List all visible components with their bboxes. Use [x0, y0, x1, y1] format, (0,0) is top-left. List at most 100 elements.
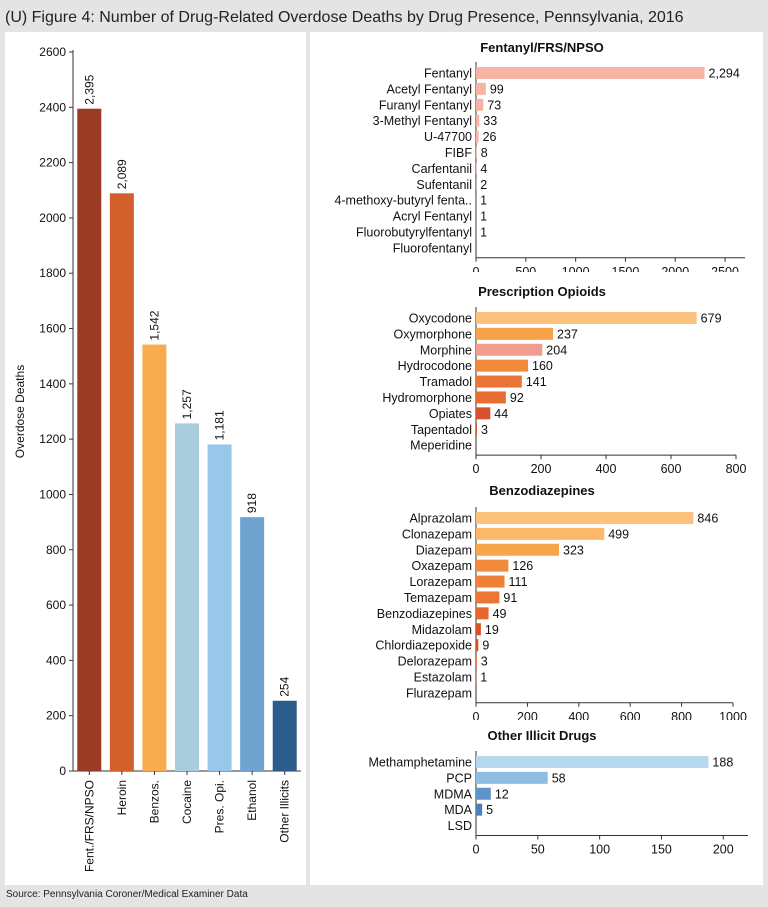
data-label-u-47700: 26 — [483, 130, 497, 144]
bar-other-illicits — [272, 700, 297, 771]
category-label-fluorobutyrylfentanyl: Fluorobutyrylfentanyl — [356, 225, 472, 239]
y-tick-label: 2400 — [39, 100, 66, 114]
category-label-lorazepam: Lorazepam — [409, 575, 472, 589]
data-label-benzos: 1,542 — [147, 310, 161, 340]
category-label-flurazepam: Flurazepam — [406, 686, 472, 700]
data-label-cocaine: 1,257 — [180, 389, 194, 419]
x-tick-label: 800 — [726, 462, 747, 476]
category-label-tramadol: Tramadol — [420, 375, 472, 389]
data-label-hydromorphone: 92 — [510, 391, 524, 405]
x-tick-label-pres-opi: Pres. Opi. — [213, 780, 227, 833]
bar-cocaine — [175, 423, 199, 771]
data-label-other-illicits: 254 — [278, 676, 292, 696]
bar-fentanyl — [476, 66, 705, 79]
overall-chart-panel: 0 200 400 600 800 1000 1200 1400 1600 1800 2000 220… — [5, 32, 306, 885]
category-label-4-methoxy-butyryl-fenta: 4-methoxy-butyryl fenta.. — [334, 194, 472, 208]
bar-furanyl-fentanyl — [476, 98, 484, 111]
category-label-alprazolam: Alprazolam — [409, 511, 472, 525]
category-label-midazolam: Midazolam — [412, 623, 472, 637]
x-tick-label: 0 — [473, 710, 480, 720]
prescription-opioids-bar-chart: Prescription Opioids Oxycodone 679 Oxymorph… — [382, 284, 747, 476]
category-label-hydrocodone: Hydrocodone — [398, 359, 472, 373]
data-label-tramadol: 141 — [526, 375, 547, 389]
figure-title: (U) Figure 4: Number of Drug-Related Ove… — [5, 9, 684, 26]
category-label-benzodiazepines: Benzodiazepines — [377, 607, 472, 621]
data-label-hydrocodone: 160 — [532, 359, 553, 373]
x-tick-label-other-illicits: Other Illicits — [278, 780, 292, 843]
data-label-mda: 5 — [486, 803, 493, 817]
bar-diazepam — [476, 543, 560, 556]
category-label-pcp: PCP — [446, 771, 472, 785]
category-label-sufentanil: Sufentanil — [416, 178, 472, 192]
x-tick-label: 1500 — [612, 265, 640, 272]
data-label-methamphetamine: 188 — [712, 755, 733, 769]
x-tick-label: 500 — [515, 265, 536, 272]
category-label-mda: MDA — [444, 803, 472, 817]
bar-pcp — [476, 771, 548, 784]
data-label-mdma: 12 — [495, 787, 509, 801]
bar-pres-opi — [207, 444, 232, 771]
category-label-diazepam: Diazepam — [416, 543, 472, 557]
y-tick-label: 800 — [46, 543, 66, 557]
category-label-fentanyl: Fentanyl — [424, 66, 472, 80]
data-label-clonazepam: 499 — [608, 527, 629, 541]
bar-hydrocodone — [476, 359, 528, 372]
y-tick-label: 600 — [46, 598, 66, 612]
category-label-oxazepam: Oxazepam — [412, 559, 472, 573]
data-label-opiates: 44 — [494, 407, 508, 421]
y-tick-label: 2000 — [39, 211, 66, 225]
data-label-estazolam: 1 — [480, 670, 487, 684]
x-tick-label: 600 — [661, 462, 682, 476]
category-label-mdma: MDMA — [434, 787, 473, 801]
category-label-meperidine: Meperidine — [410, 439, 472, 453]
category-label-carfentanil: Carfentanil — [412, 162, 472, 176]
y-tick-label: 1400 — [39, 377, 66, 391]
y-tick-label: 1200 — [39, 432, 66, 446]
data-label-chlordiazepoxide: 9 — [482, 639, 489, 653]
x-tick-label-heroin: Heroin — [115, 780, 129, 815]
bar-3-methyl-fentanyl — [476, 114, 480, 127]
data-label-acryl-fentanyl: 1 — [480, 210, 487, 224]
category-label-oxymorphone: Oxymorphone — [393, 327, 472, 341]
x-tick-label-fent-frs-npso: Fent./FRS/NPSO — [82, 780, 96, 872]
category-label-tapentadol: Tapentadol — [411, 423, 472, 437]
bar-mdma — [476, 787, 491, 800]
y-tick-label: 1600 — [39, 322, 66, 336]
data-label-delorazepam: 3 — [481, 655, 488, 669]
x-tick-label-ethanol: Ethanol — [245, 780, 259, 821]
bar-opiates — [476, 407, 491, 420]
bar-benzodiazepines — [476, 607, 489, 620]
bar-fibf — [476, 146, 477, 159]
x-tick-label: 0 — [473, 462, 480, 476]
bar-hydromorphone — [476, 391, 506, 404]
overall-deaths-bar-chart: 0 200 400 600 800 1000 1200 1400 1600 1800 2000 220… — [13, 45, 301, 872]
data-label-benzodiazepines: 49 — [493, 607, 507, 621]
category-label-delorazepam: Delorazepam — [398, 655, 472, 669]
category-label-furanyl-fentanyl: Furanyl Fentanyl — [379, 98, 472, 112]
bar-tramadol — [476, 375, 522, 388]
data-label-oxycodone: 679 — [701, 311, 722, 325]
benzodiazepines-bar-chart: Benzodiazepines Alprazolam 846 Clonazepam 49… — [375, 483, 747, 720]
bar-methamphetamine — [476, 755, 709, 768]
bar-lorazepam — [476, 575, 505, 588]
x-tick-label-benzos: Benzos. — [147, 780, 161, 823]
bar-midazolam — [476, 623, 481, 636]
x-tick-label: 600 — [620, 710, 641, 720]
data-label-3-methyl-fentanyl: 33 — [483, 114, 497, 128]
data-label-temazepam: 91 — [503, 591, 517, 605]
data-label-alprazolam: 846 — [697, 511, 718, 525]
x-tick-label: 1000 — [562, 265, 590, 272]
chart-title: Other Illicit Drugs — [487, 728, 596, 743]
data-label-ethanol: 918 — [245, 493, 259, 513]
category-label-morphine: Morphine — [420, 343, 472, 357]
category-label-hydromorphone: Hydromorphone — [382, 391, 472, 405]
fentanyl-bar-chart: Fentanyl/FRS/NPSO Fentanyl 2,294 Acetyl Fen… — [334, 40, 745, 272]
data-label-oxazepam: 126 — [512, 559, 533, 573]
y-tick-label: 0 — [59, 764, 66, 778]
bar-temazepam — [476, 591, 500, 604]
x-tick-label: 400 — [596, 462, 617, 476]
source-note: Source: Pennsylvania Coroner/Medical Exa… — [6, 889, 248, 900]
bar-benzos — [142, 344, 167, 771]
data-label-fentanyl: 2,294 — [709, 66, 740, 80]
x-tick-label: 200 — [713, 843, 734, 857]
